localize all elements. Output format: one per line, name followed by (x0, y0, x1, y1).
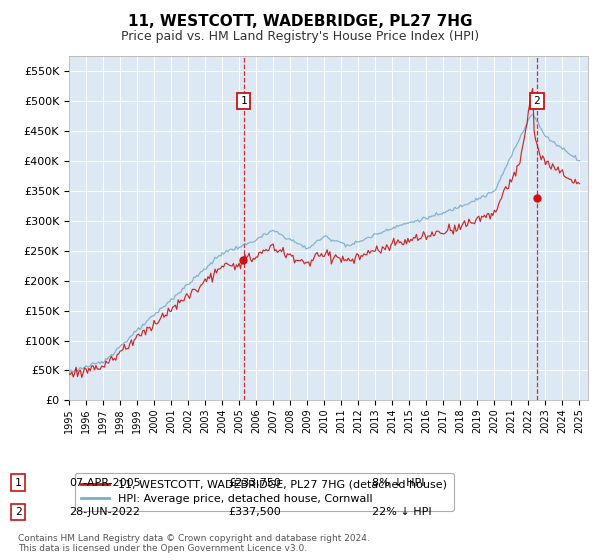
Text: £233,750: £233,750 (228, 478, 281, 488)
Text: 8% ↓ HPI: 8% ↓ HPI (372, 478, 425, 488)
Text: 2: 2 (533, 96, 541, 106)
Text: 1: 1 (241, 96, 247, 106)
Legend: 11, WESTCOTT, WADEBRIDGE, PL27 7HG (detached house), HPI: Average price, detache: 11, WESTCOTT, WADEBRIDGE, PL27 7HG (deta… (74, 473, 454, 511)
Text: 07-APR-2005: 07-APR-2005 (69, 478, 140, 488)
Text: Contains HM Land Registry data © Crown copyright and database right 2024.
This d: Contains HM Land Registry data © Crown c… (18, 534, 370, 553)
Text: 28-JUN-2022: 28-JUN-2022 (69, 507, 140, 517)
Text: 22% ↓ HPI: 22% ↓ HPI (372, 507, 431, 517)
Text: 1: 1 (14, 478, 22, 488)
Text: £337,500: £337,500 (228, 507, 281, 517)
Text: 11, WESTCOTT, WADEBRIDGE, PL27 7HG: 11, WESTCOTT, WADEBRIDGE, PL27 7HG (128, 14, 472, 29)
Text: Price paid vs. HM Land Registry's House Price Index (HPI): Price paid vs. HM Land Registry's House … (121, 30, 479, 43)
Text: 2: 2 (14, 507, 22, 517)
